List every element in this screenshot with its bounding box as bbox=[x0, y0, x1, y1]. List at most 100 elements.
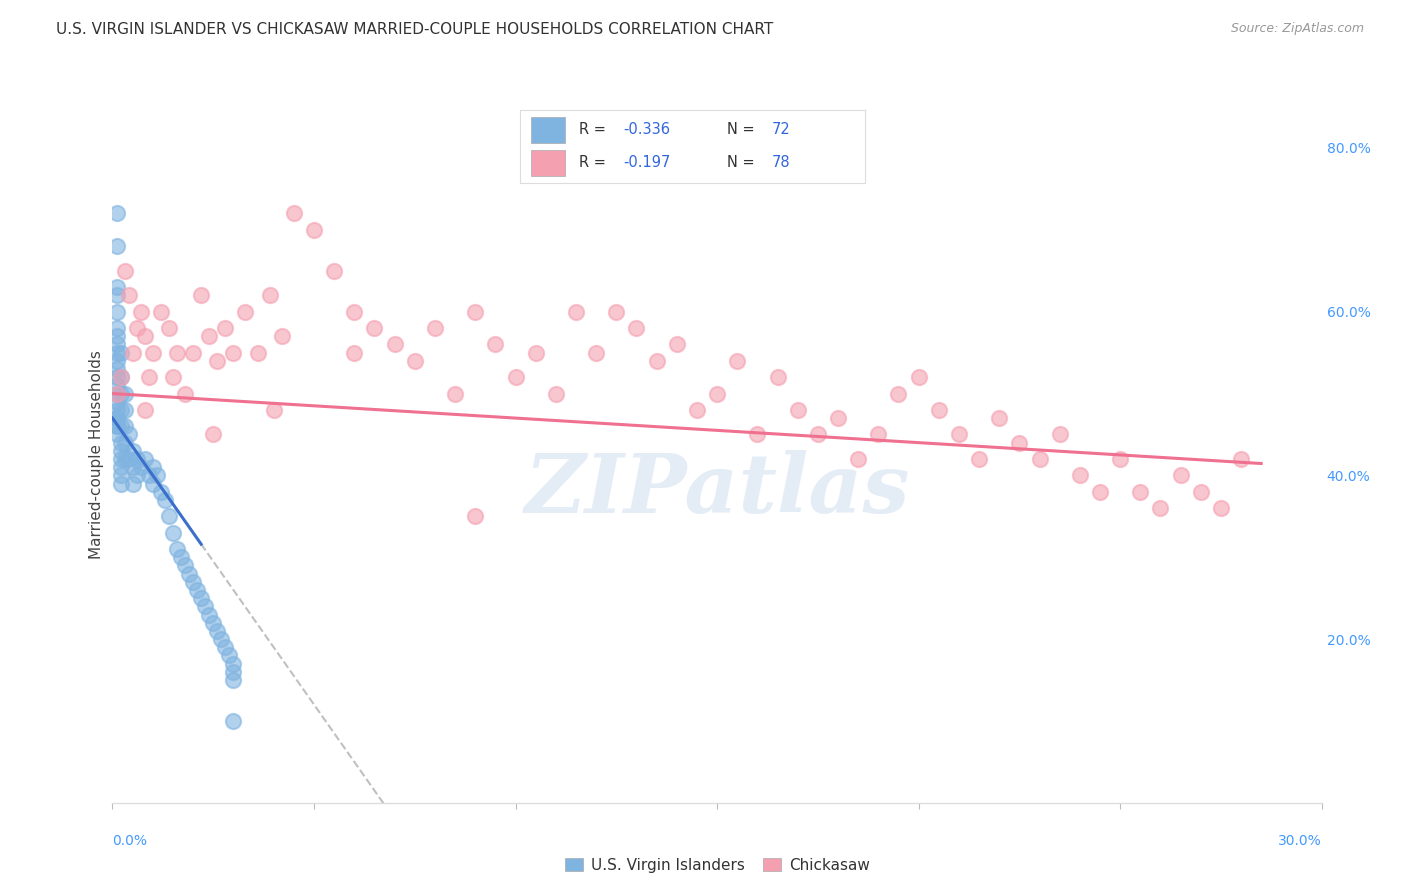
Point bbox=[605, 304, 627, 318]
Text: -0.336: -0.336 bbox=[624, 122, 671, 137]
Point bbox=[117, 427, 139, 442]
Point bbox=[645, 353, 668, 368]
Point bbox=[444, 386, 467, 401]
Point bbox=[110, 468, 132, 483]
Text: 30.0%: 30.0% bbox=[1278, 834, 1322, 848]
Point bbox=[1129, 484, 1152, 499]
Point bbox=[142, 460, 165, 475]
Point bbox=[125, 452, 148, 467]
Point bbox=[363, 321, 385, 335]
Point bbox=[343, 304, 366, 318]
Point bbox=[214, 321, 236, 335]
Point bbox=[129, 304, 152, 318]
Point bbox=[114, 403, 136, 417]
Point bbox=[1109, 452, 1132, 467]
Point bbox=[121, 345, 143, 359]
Point bbox=[190, 288, 212, 302]
Point bbox=[1209, 501, 1232, 516]
Point bbox=[110, 386, 132, 401]
Point bbox=[125, 321, 148, 335]
Point bbox=[105, 403, 128, 417]
Point bbox=[121, 460, 143, 475]
Point bbox=[125, 468, 148, 483]
Point bbox=[157, 321, 180, 335]
Point bbox=[114, 264, 136, 278]
Point bbox=[105, 353, 128, 368]
Point bbox=[114, 435, 136, 450]
Point bbox=[117, 452, 139, 467]
Text: -0.197: -0.197 bbox=[624, 155, 671, 170]
Point bbox=[142, 345, 165, 359]
Point bbox=[162, 370, 184, 384]
Point bbox=[190, 591, 212, 606]
Text: R =: R = bbox=[579, 155, 610, 170]
Point bbox=[1149, 501, 1171, 516]
Point bbox=[1189, 484, 1212, 499]
Point bbox=[110, 419, 132, 434]
Point bbox=[1170, 468, 1192, 483]
Point bbox=[222, 345, 245, 359]
Point bbox=[134, 403, 156, 417]
Point bbox=[484, 337, 506, 351]
Text: N =: N = bbox=[727, 122, 759, 137]
Text: N =: N = bbox=[727, 155, 759, 170]
Point bbox=[105, 378, 128, 392]
Point bbox=[110, 370, 132, 384]
Point bbox=[170, 550, 193, 565]
Point bbox=[114, 452, 136, 467]
Point bbox=[105, 239, 128, 253]
Point bbox=[105, 304, 128, 318]
Text: 78: 78 bbox=[772, 155, 790, 170]
Text: 0.0%: 0.0% bbox=[112, 834, 148, 848]
Point bbox=[565, 304, 588, 318]
Point bbox=[166, 542, 188, 557]
Point bbox=[948, 427, 970, 442]
Point bbox=[198, 329, 221, 343]
Point bbox=[464, 304, 486, 318]
Point bbox=[110, 435, 132, 450]
Point bbox=[105, 321, 128, 335]
Point bbox=[263, 403, 285, 417]
Point bbox=[524, 345, 547, 359]
Point bbox=[1069, 468, 1091, 483]
Point bbox=[505, 370, 527, 384]
Point bbox=[134, 452, 156, 467]
Point bbox=[138, 468, 160, 483]
Y-axis label: Married-couple Households: Married-couple Households bbox=[89, 351, 104, 559]
Point bbox=[121, 476, 143, 491]
Text: R =: R = bbox=[579, 122, 610, 137]
Point bbox=[868, 427, 890, 442]
Point bbox=[114, 386, 136, 401]
Point bbox=[222, 714, 245, 728]
Point bbox=[105, 394, 128, 409]
Point bbox=[105, 337, 128, 351]
Point bbox=[153, 492, 176, 507]
Point bbox=[283, 206, 305, 220]
Point bbox=[686, 403, 709, 417]
Point bbox=[585, 345, 607, 359]
Point bbox=[110, 403, 132, 417]
Point bbox=[174, 386, 197, 401]
Point bbox=[114, 419, 136, 434]
Point bbox=[105, 411, 128, 425]
Point bbox=[157, 509, 180, 524]
Point bbox=[110, 370, 132, 384]
Point bbox=[725, 353, 748, 368]
Point bbox=[105, 280, 128, 294]
Point bbox=[218, 648, 240, 663]
Point bbox=[384, 337, 406, 351]
Point bbox=[105, 288, 128, 302]
Point bbox=[1049, 427, 1071, 442]
Point bbox=[207, 624, 229, 638]
Point bbox=[146, 468, 169, 483]
Point bbox=[846, 452, 869, 467]
Point bbox=[105, 386, 128, 401]
Point bbox=[626, 321, 648, 335]
Point bbox=[222, 657, 245, 671]
Point bbox=[259, 288, 281, 302]
Point bbox=[1008, 435, 1031, 450]
Point bbox=[202, 615, 225, 630]
Point bbox=[149, 484, 172, 499]
Point bbox=[202, 427, 225, 442]
Point bbox=[110, 476, 132, 491]
